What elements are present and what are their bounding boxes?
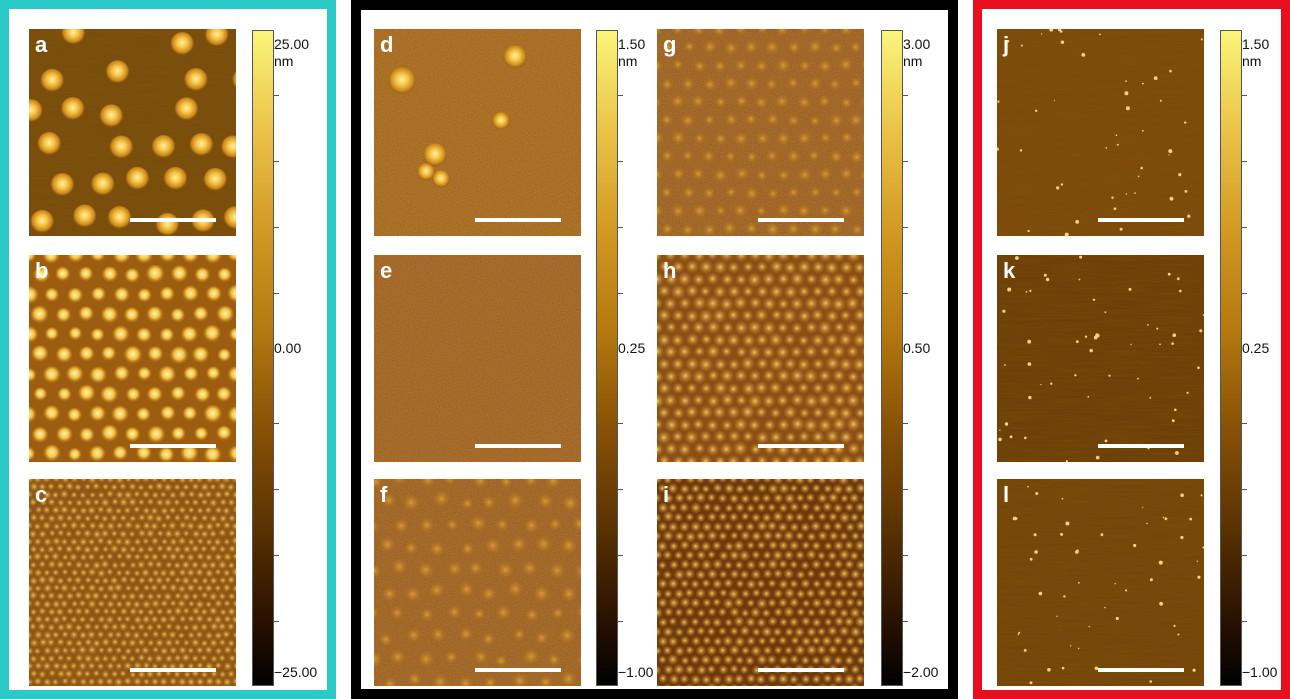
- afm-image-h: [657, 255, 864, 462]
- panel-label-h: h: [663, 258, 677, 283]
- panel-c: c: [29, 479, 236, 686]
- colorbar-1-mid: 0.00: [274, 340, 302, 356]
- scale-bar-a: [130, 218, 216, 222]
- panel-label-b: b: [35, 258, 49, 283]
- afm-image-d: [374, 29, 581, 236]
- colorbar-1-max: 25.00: [274, 36, 310, 52]
- colorbar-3-unit: nm: [903, 53, 923, 69]
- colorbar-4-mid: 0.25: [1242, 340, 1270, 356]
- panel-l: l: [997, 479, 1204, 686]
- panel-label-i: i: [663, 482, 670, 507]
- scale-bar-j: [1098, 218, 1184, 222]
- scale-bar-i: [758, 668, 844, 672]
- afm-image-k: [997, 255, 1204, 462]
- panel-label-k: k: [1003, 258, 1016, 283]
- colorbar-4-unit: nm: [1242, 53, 1262, 69]
- afm-image-f: [374, 479, 581, 686]
- afm-image-a: [29, 29, 236, 236]
- panel-k: k: [997, 255, 1204, 462]
- panel-label-c: c: [35, 482, 48, 507]
- colorbar-4-max: 1.50: [1242, 36, 1270, 52]
- panel-i: i: [657, 479, 864, 686]
- panel-f: f: [374, 479, 581, 686]
- panel-e: e: [374, 255, 581, 462]
- afm-image-i: [657, 479, 864, 686]
- panel-label-d: d: [380, 32, 394, 57]
- afm-image-l: [997, 479, 1204, 686]
- colorbar-2-mid: 0.25: [618, 340, 646, 356]
- panel-h: h: [657, 255, 864, 462]
- scale-bar-f: [475, 668, 561, 672]
- scale-bar-k: [1098, 444, 1184, 448]
- panel-label-a: a: [35, 32, 48, 57]
- colorbar-2-unit: nm: [618, 53, 638, 69]
- afm-image-j: [997, 29, 1204, 236]
- scale-bar-c: [130, 668, 216, 672]
- panel-d: d: [374, 29, 581, 236]
- panel-label-f: f: [380, 482, 388, 507]
- afm-image-e: [374, 255, 581, 462]
- afm-image-b: [29, 255, 236, 462]
- colorbar-3-mid: 0.50: [903, 340, 931, 356]
- colorbar-4-min: −1.00: [1242, 664, 1278, 680]
- colorbar-1: [252, 30, 279, 686]
- colorbar-3-min: −2.00: [903, 664, 939, 680]
- scale-bar-b: [130, 444, 216, 448]
- colorbar-2-min: −1.00: [618, 664, 654, 680]
- colorbar-4: [1220, 30, 1247, 686]
- scale-bar-l: [1098, 668, 1184, 672]
- panel-a: a: [29, 29, 236, 236]
- panel-j: j: [997, 29, 1204, 236]
- scale-bar-e: [475, 444, 561, 448]
- colorbar-3: [881, 30, 908, 686]
- scale-bar-d: [475, 218, 561, 222]
- colorbar-1-min: −25.00: [274, 664, 318, 680]
- panel-label-e: e: [380, 258, 393, 283]
- afm-image-g: [657, 29, 864, 236]
- scale-bar-g: [758, 218, 844, 222]
- colorbar-2: [596, 30, 623, 686]
- colorbar-3-max: 3.00: [903, 36, 931, 52]
- colorbar-1-unit: nm: [274, 53, 294, 69]
- panel-g: g: [657, 29, 864, 236]
- afm-image-c: [29, 479, 236, 686]
- colorbar-2-max: 1.50: [618, 36, 646, 52]
- panel-label-g: g: [663, 32, 677, 57]
- panel-b: b: [29, 255, 236, 462]
- scale-bar-h: [758, 444, 844, 448]
- panel-label-l: l: [1003, 482, 1010, 507]
- panel-label-j: j: [1003, 32, 1010, 57]
